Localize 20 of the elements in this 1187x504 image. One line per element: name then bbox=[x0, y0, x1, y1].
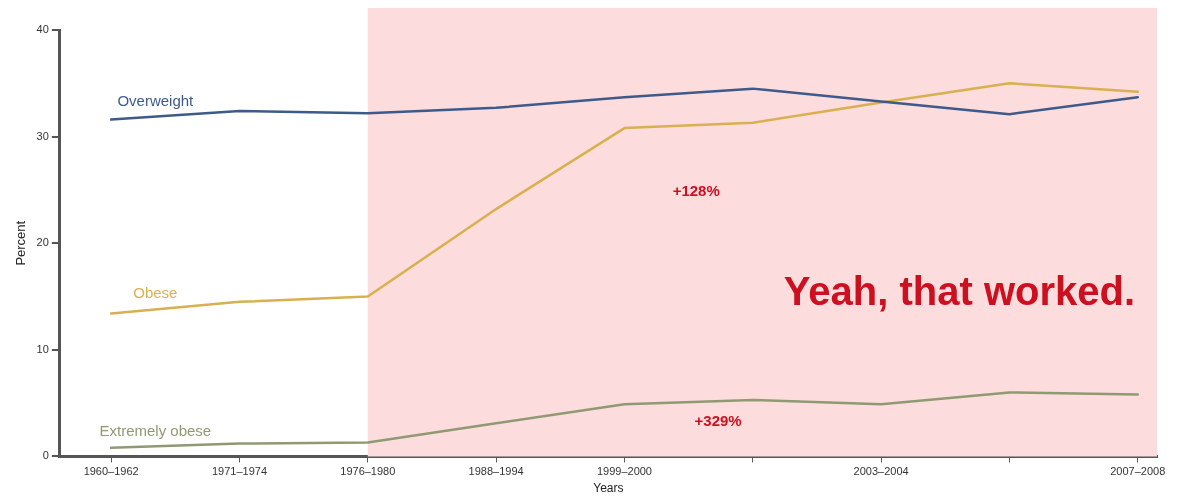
series-label: Obese bbox=[133, 284, 178, 302]
annotation: Yeah, that worked. bbox=[783, 269, 1136, 314]
y-tick-label: 30 bbox=[36, 129, 49, 142]
y-tick-label: 0 bbox=[42, 449, 49, 462]
annotation: +329% bbox=[694, 412, 742, 430]
y-tick-label: 10 bbox=[36, 342, 49, 355]
x-tick-label: 1971–1974 bbox=[211, 465, 268, 478]
y-tick-label: 40 bbox=[36, 23, 49, 36]
y-tick-label: 20 bbox=[36, 236, 49, 249]
annotation: +128% bbox=[672, 182, 720, 200]
x-tick-label: 1976–1980 bbox=[340, 465, 396, 478]
x-axis-title: Years bbox=[593, 481, 624, 496]
y-axis-title: Percent bbox=[13, 220, 29, 266]
x-tick-label: 2003–2004 bbox=[853, 465, 909, 478]
series-label: Overweight bbox=[117, 91, 195, 109]
x-tick-label: 1999–2000 bbox=[596, 465, 652, 478]
series-label: Extremely obese bbox=[99, 422, 212, 440]
x-tick-label: 2007–2008 bbox=[1110, 465, 1166, 478]
x-tick-label: 1960–1962 bbox=[83, 465, 139, 478]
x-tick-label: 1988–1994 bbox=[468, 465, 524, 478]
